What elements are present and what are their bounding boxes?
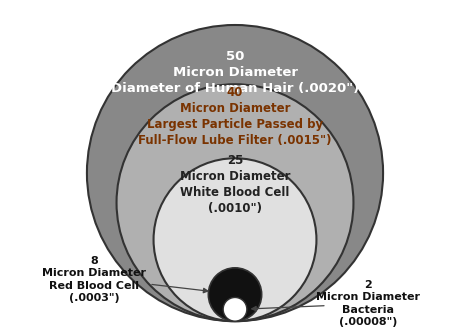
Text: 25
Micron Diameter
White Blood Cell
(.0010"): 25 Micron Diameter White Blood Cell (.00… bbox=[180, 154, 290, 215]
Circle shape bbox=[208, 268, 262, 321]
Circle shape bbox=[223, 297, 247, 321]
Text: 2
Micron Diameter
Bacteria
(.00008"): 2 Micron Diameter Bacteria (.00008") bbox=[316, 280, 420, 327]
Text: 40
Micron Diameter
Largest Particle Passed by
Full-Flow Lube Filter (.0015"): 40 Micron Diameter Largest Particle Pass… bbox=[138, 86, 332, 147]
Text: 50
Micron Diameter
Diameter of Human Hair (.0020"): 50 Micron Diameter Diameter of Human Hai… bbox=[111, 50, 359, 95]
Circle shape bbox=[117, 84, 353, 321]
Circle shape bbox=[87, 25, 383, 321]
Circle shape bbox=[154, 158, 316, 321]
Text: 8
Micron Diameter
Red Blood Cell
(.0003"): 8 Micron Diameter Red Blood Cell (.0003"… bbox=[42, 256, 146, 303]
